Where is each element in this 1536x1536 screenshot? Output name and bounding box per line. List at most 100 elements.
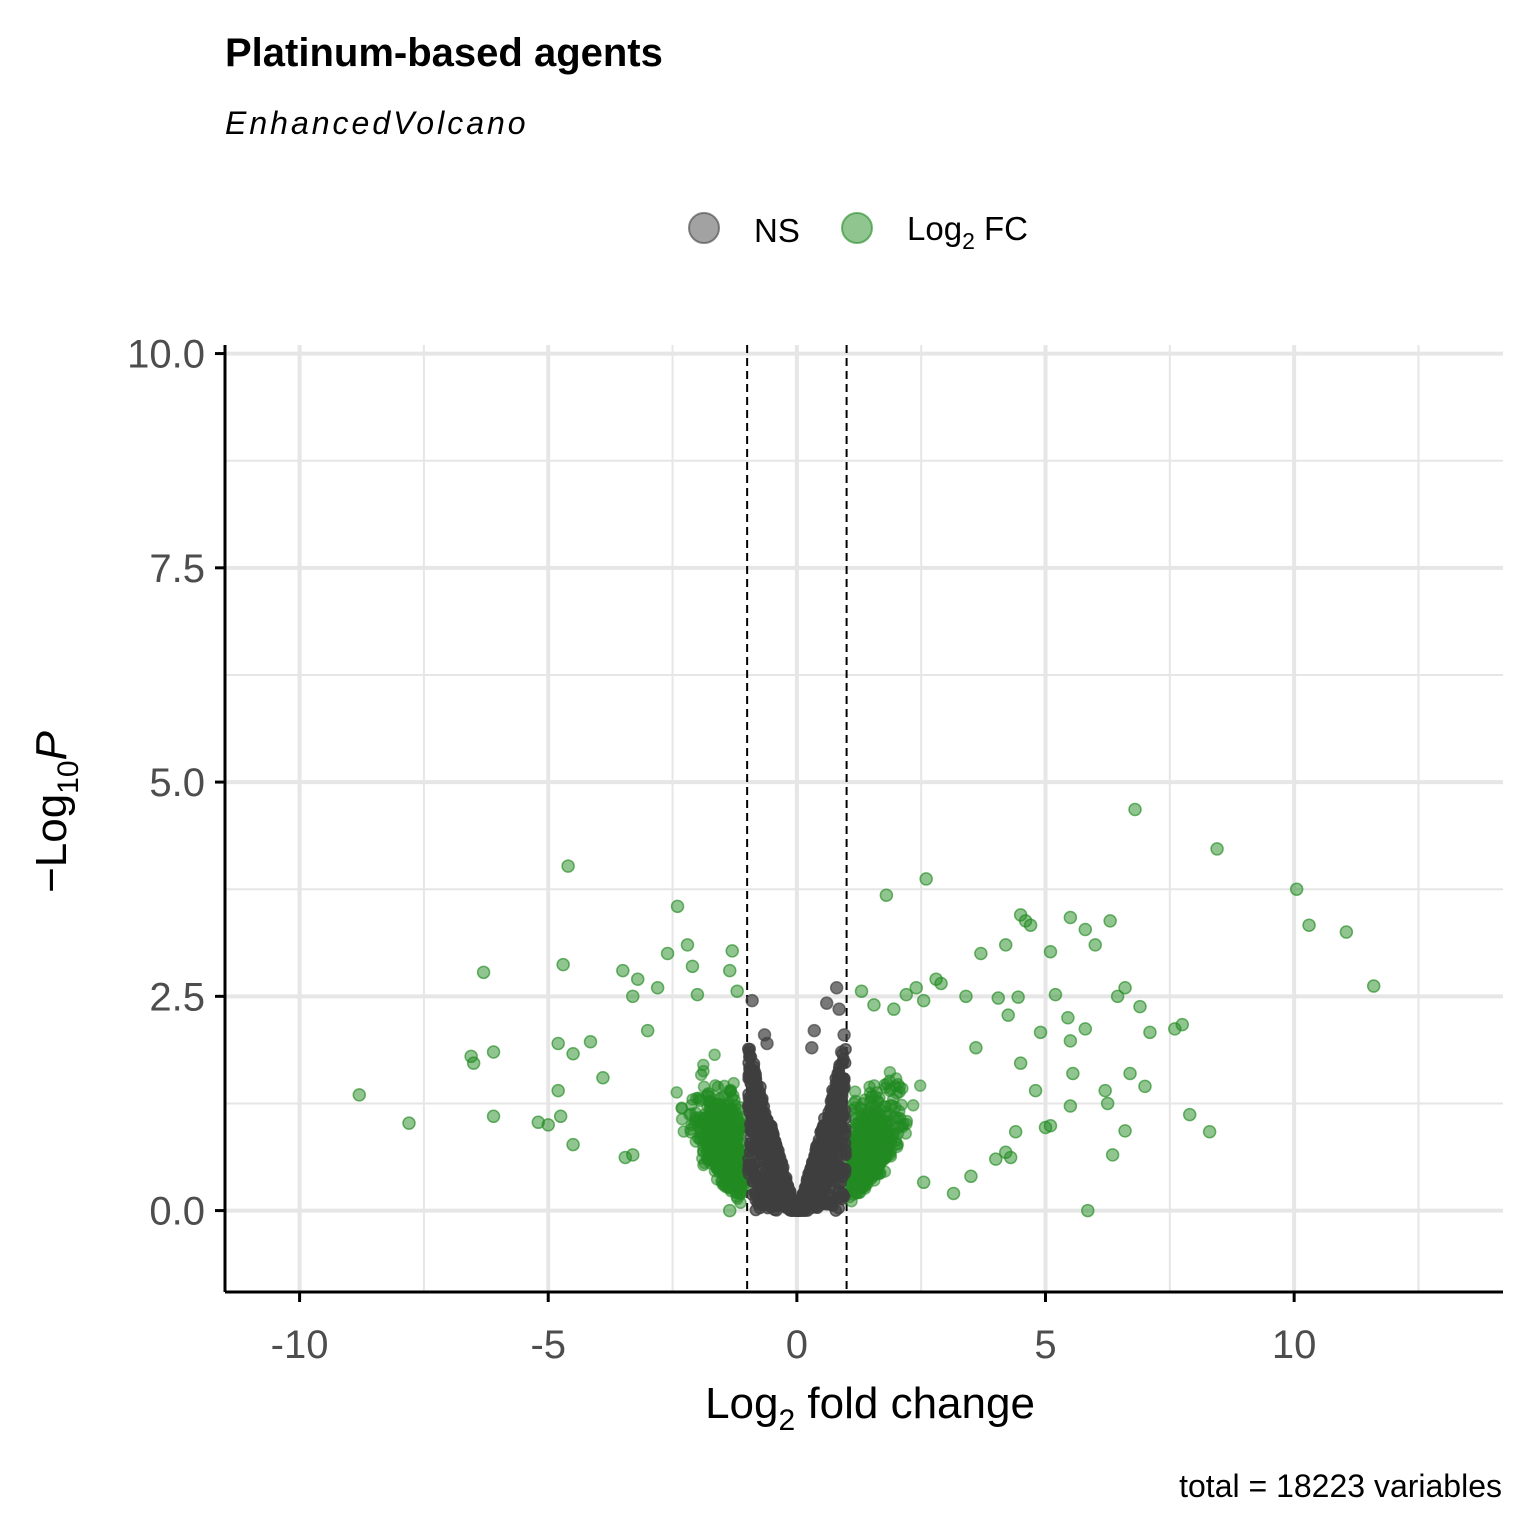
y-tick-label: 0.0	[149, 1190, 205, 1234]
x-tick-label: -5	[530, 1323, 566, 1367]
ns-point	[832, 1002, 846, 1016]
ns-point	[742, 1087, 755, 1101]
fc-point	[722, 963, 737, 978]
fc-point	[1128, 802, 1142, 817]
fc-point	[1081, 1203, 1095, 1218]
fc-point	[685, 959, 700, 974]
fc-point	[869, 1164, 883, 1178]
ns-point	[836, 1084, 849, 1097]
fc-point	[1123, 1066, 1137, 1081]
legend-ns-label: NS	[754, 212, 800, 249]
fc-point	[1043, 1118, 1058, 1133]
y-axis-title: −Log10P	[27, 730, 85, 892]
ns-point	[751, 1117, 764, 1130]
fc-point	[867, 998, 881, 1012]
fc-point	[1001, 1008, 1015, 1022]
fc-point	[670, 1086, 683, 1099]
fc-point	[1028, 1083, 1043, 1098]
fc-point	[566, 1047, 580, 1061]
ns-point	[794, 1203, 808, 1217]
fc-point	[1182, 1107, 1197, 1122]
fc-point	[1078, 922, 1093, 937]
legend-fc-marker	[841, 212, 873, 244]
fc-point	[881, 1110, 895, 1123]
fc-point	[650, 981, 665, 995]
x-tick-label: 10	[1272, 1323, 1317, 1367]
fc-point	[701, 1110, 715, 1124]
fc-point	[725, 1158, 739, 1172]
fc-point	[1063, 1099, 1078, 1113]
fc-point	[1061, 1011, 1075, 1025]
fc-point	[718, 1106, 731, 1120]
ns-point	[834, 1045, 849, 1059]
ns-point	[822, 1165, 835, 1179]
fc-point	[616, 963, 630, 978]
fc-point	[858, 1144, 872, 1158]
fc-point	[722, 1203, 737, 1218]
fc-point	[693, 1092, 706, 1106]
fc-point	[718, 1079, 731, 1093]
fc-point	[715, 1140, 728, 1153]
fc-point	[1105, 1148, 1120, 1162]
fc-point	[850, 1155, 863, 1168]
fc-point	[640, 1023, 655, 1038]
fc-point	[998, 938, 1013, 952]
fc-point	[899, 987, 914, 1002]
fc-point	[721, 1170, 734, 1184]
x-tick-label: 5	[1034, 1323, 1056, 1367]
fc-point	[712, 1097, 725, 1111]
fc-point	[887, 1002, 901, 1016]
fc-point	[1043, 945, 1058, 959]
fc-point	[1110, 989, 1125, 1004]
fc-point	[1023, 918, 1038, 932]
tick-labels: -10 -5 0 5 10 0.0 2.5 5.0 7.5 10.0	[127, 333, 1316, 1367]
ns-point	[819, 1118, 833, 1131]
fc-point	[1066, 1066, 1080, 1081]
fc-point	[553, 1109, 568, 1124]
axes	[215, 345, 1503, 1302]
legend-ns-marker	[688, 212, 720, 244]
fc-point	[730, 984, 744, 998]
fc-point	[909, 981, 923, 995]
fc-point	[974, 946, 988, 961]
fc-point	[675, 1101, 688, 1114]
x-tick-label: -10	[271, 1323, 329, 1367]
ns-point	[829, 1101, 842, 1114]
ns-point	[760, 1036, 774, 1051]
caption: total = 18223 variables	[1179, 1468, 1502, 1504]
ns-point	[823, 1189, 837, 1202]
ns-point	[770, 1185, 783, 1198]
fc-point	[1302, 918, 1316, 932]
fc-point	[913, 1079, 927, 1092]
fc-point	[583, 1035, 598, 1049]
fc-point	[906, 1099, 920, 1112]
ns-point	[744, 1076, 758, 1090]
fc-point	[991, 991, 1006, 1005]
ns-point	[773, 1172, 786, 1186]
fc-point	[989, 1152, 1003, 1166]
fc-point	[626, 1148, 640, 1162]
fc-point	[1289, 882, 1304, 896]
fc-point	[694, 1068, 708, 1082]
fc-point	[566, 1137, 580, 1152]
ns-point	[743, 1042, 756, 1056]
fc-point	[561, 859, 575, 873]
fc-point	[969, 1041, 983, 1055]
fc-point	[476, 965, 491, 980]
fc-point	[1008, 1124, 1023, 1139]
fc-point	[703, 1132, 716, 1146]
fc-point	[680, 938, 695, 952]
fc-point	[848, 1085, 862, 1098]
ns-point	[775, 1160, 788, 1173]
fc-point	[891, 1127, 905, 1140]
fc-point	[1118, 1124, 1132, 1138]
ns-point	[762, 1124, 775, 1137]
ns-point	[748, 1143, 762, 1157]
ns-point	[765, 1195, 778, 1209]
ns-point	[837, 1028, 851, 1042]
fc-point	[352, 1088, 367, 1102]
ns-point	[829, 981, 844, 995]
fc-point	[541, 1118, 555, 1132]
fc-point	[877, 1137, 891, 1150]
fc-point	[690, 987, 705, 1002]
